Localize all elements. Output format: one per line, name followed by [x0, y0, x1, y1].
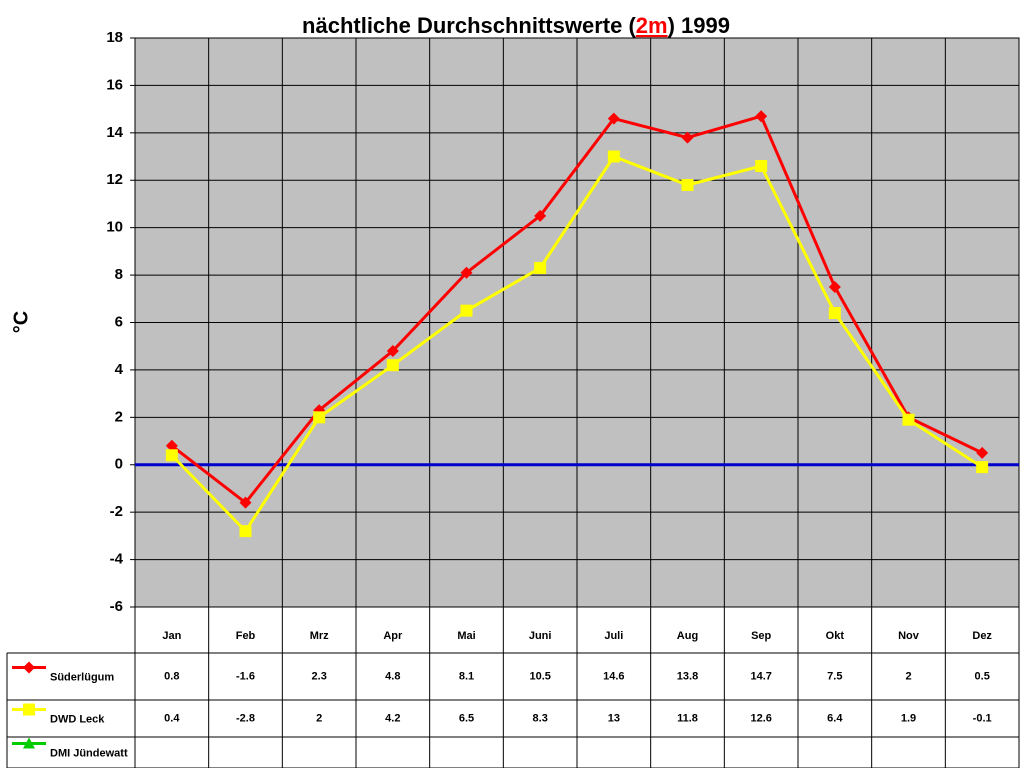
table-value: 2.3 [312, 670, 327, 682]
y-tick-label: -4 [110, 551, 124, 568]
y-tick-label: -6 [110, 598, 123, 615]
title-part: nächtliche Durchschnittswerte ( [302, 13, 636, 38]
x-tick-label: Juni [529, 630, 552, 642]
y-tick-label: 12 [106, 171, 123, 188]
marker [755, 160, 768, 173]
x-tick-label: Aug [677, 630, 698, 642]
series-line [170, 154, 983, 534]
x-tick-label: Mrz [310, 630, 329, 642]
table-value: 6.4 [827, 712, 843, 724]
marker [607, 112, 620, 125]
legend-label: Süderlügum [50, 671, 114, 683]
marker [460, 266, 473, 279]
marker [239, 525, 252, 538]
chart-title: nächtliche Durchschnittswerte (2m) 1999 [302, 13, 730, 38]
x-tick-label: Feb [236, 630, 256, 642]
x-tick-label: Juli [604, 630, 623, 642]
table-value: 6.5 [459, 712, 474, 724]
table-value: 11.8 [677, 712, 698, 724]
x-tick-label: Dez [972, 630, 992, 642]
y-tick-label: 6 [115, 313, 123, 330]
marker [23, 703, 35, 716]
y-tick-label: 2 [115, 408, 123, 425]
y-tick-label: 8 [115, 266, 123, 283]
table-value: 14.7 [750, 670, 771, 682]
y-tick-label: -2 [110, 503, 123, 520]
marker [165, 439, 178, 452]
title-part: 2m [636, 13, 668, 38]
table-value: 2 [316, 712, 322, 724]
table-value: 0.4 [164, 712, 180, 724]
marker [976, 446, 989, 459]
x-tick-label: Mai [457, 630, 475, 642]
table-value: 2 [905, 670, 911, 682]
y-tick-label: 16 [106, 76, 123, 93]
marker [534, 261, 547, 274]
table-value: -1.6 [236, 670, 255, 682]
table-value: 0.8 [164, 670, 179, 682]
table-value: 4.8 [385, 670, 400, 682]
series-line [170, 114, 983, 505]
marker [902, 413, 915, 426]
table-value: 13.8 [677, 670, 698, 682]
table-value: 7.5 [827, 670, 842, 682]
marker [755, 110, 768, 123]
table-value: 14.6 [603, 670, 624, 682]
table-value: 1.9 [901, 712, 916, 724]
y-tick-label: 14 [106, 124, 123, 141]
y-tick-label: 18 [106, 29, 123, 46]
y-tick-label: 4 [115, 361, 124, 378]
marker [165, 449, 178, 462]
x-tick-label: Jan [162, 630, 181, 642]
table-value: 10.5 [529, 670, 550, 682]
x-tick-label: Sep [751, 630, 771, 642]
table-value: 4.2 [385, 712, 400, 724]
marker [239, 496, 252, 509]
table-value: 0.5 [975, 670, 990, 682]
y-tick-label: 10 [106, 219, 123, 236]
table-value: 8.3 [533, 712, 548, 724]
marker [976, 461, 989, 474]
title-part: ) 1999 [668, 13, 730, 38]
table-value: -2.8 [236, 712, 255, 724]
legend-label: DMI Jündewatt [50, 747, 128, 759]
marker [23, 737, 35, 749]
x-tick-label: Nov [898, 630, 920, 642]
table-value: 12.6 [750, 712, 771, 724]
marker [313, 411, 326, 424]
marker [681, 178, 694, 191]
marker [681, 131, 694, 144]
x-tick-label: Okt [826, 630, 845, 642]
marker [460, 304, 473, 317]
marker [607, 150, 620, 163]
marker [828, 307, 841, 320]
table-value: 13 [608, 712, 620, 724]
table-value: -0.1 [973, 712, 992, 724]
x-tick-label: Apr [383, 630, 403, 642]
marker [534, 209, 547, 222]
table-value: 8.1 [459, 670, 474, 682]
marker [386, 359, 399, 372]
marker [828, 280, 841, 293]
marker [386, 344, 399, 357]
legend-label: DWD Leck [50, 713, 105, 725]
marker [23, 661, 35, 674]
y-tick-label: 0 [115, 456, 123, 473]
y-axis-label: °C [10, 311, 32, 333]
